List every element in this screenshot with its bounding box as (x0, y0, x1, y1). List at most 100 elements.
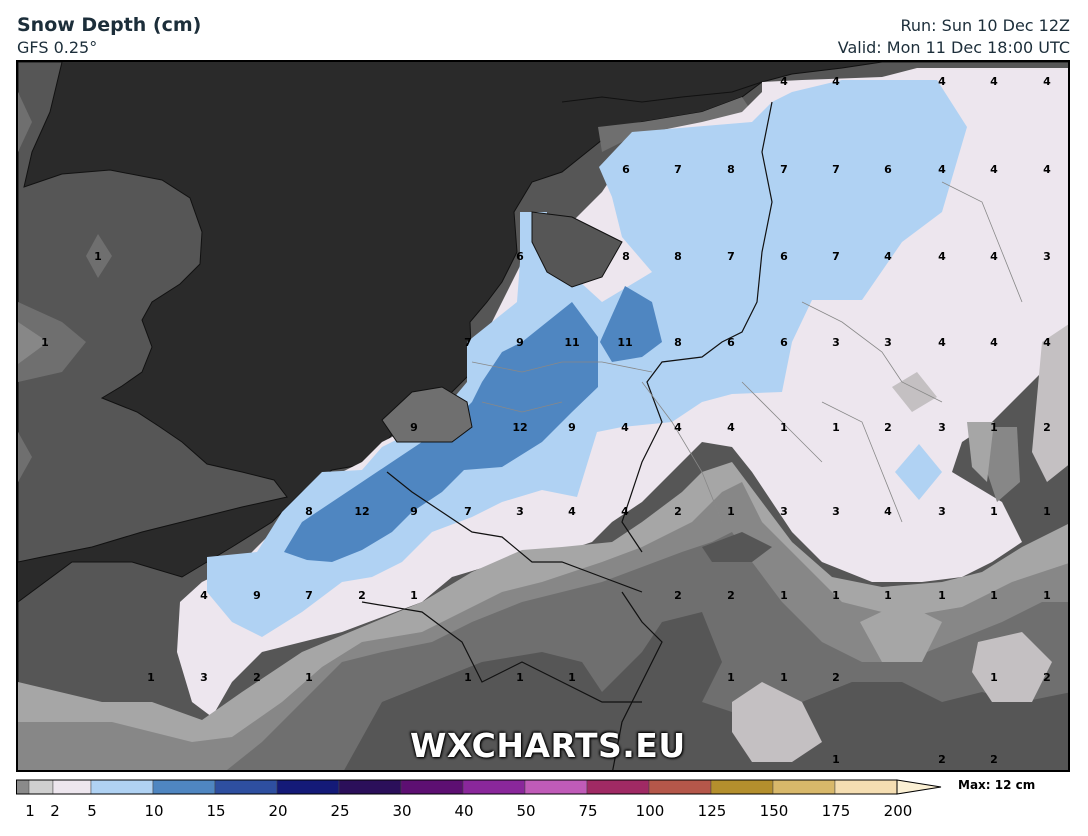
snow-value-label: 8 (305, 505, 313, 518)
grey-patch-dark-3 (967, 422, 994, 482)
colorbar-tick-label: 1 (25, 802, 35, 820)
snow-value-label: 6 (727, 336, 735, 349)
colorbar-tick-label: 15 (206, 802, 226, 820)
valid-time-label: Valid: Mon 11 Dec 18:00 UTC (837, 38, 1070, 57)
colorbar-tick-label: 20 (268, 802, 288, 820)
snow-value-label: 4 (568, 505, 576, 518)
snow-value-label: 4 (938, 163, 946, 176)
snow-value-label: 1 (832, 753, 840, 766)
colorbar-tick-label: 125 (697, 802, 727, 820)
snow-value-label: 4 (727, 421, 735, 434)
snow-value-label: 3 (780, 505, 788, 518)
snow-value-label: 9 (410, 421, 418, 434)
snow-value-label: 4 (938, 75, 946, 88)
snow-value-label: 11 (617, 336, 632, 349)
snow-value-label: 8 (674, 250, 682, 263)
snow-depth-map[interactable]: 4 4 4 4 4 6 7 8 7 7 6 4 4 4 1 6 8 8 7 6 7 4 4 4 3 1 7 9 11 11 8 6 6 3 3 4 4 4… (16, 60, 1070, 772)
snow-value-label: 1 (780, 589, 788, 602)
zeeland-islands (381, 386, 473, 443)
max-value-label: Max: 12 cm (958, 778, 1036, 792)
colorbar-tick-label: 5 (87, 802, 97, 820)
england-grey-band (18, 302, 86, 382)
snow-value-label: 4 (990, 336, 998, 349)
colorbar-tick-label: 200 (883, 802, 913, 820)
snow-value-label: 6 (884, 163, 892, 176)
colorbar-tick-label: 25 (330, 802, 350, 820)
snow-value-label: 4 (621, 505, 629, 518)
colorbar-arrow (896, 779, 942, 795)
snow-value-label: 3 (938, 505, 946, 518)
snow-value-label: 4 (1043, 75, 1051, 88)
snow-value-label: 1 (516, 671, 524, 684)
snow-value-label: 7 (674, 163, 682, 176)
colorbar-segment (400, 779, 464, 795)
england-landmass (18, 62, 288, 563)
snow-value-label: 4 (780, 75, 788, 88)
snow-value-label: 9 (516, 336, 524, 349)
snow-value-label: 1 (1043, 505, 1051, 518)
model-label: GFS 0.25° (17, 38, 98, 57)
border-fr-de (361, 601, 642, 703)
snow-value-label: 1 (990, 421, 998, 434)
snow-value-label: 4 (990, 75, 998, 88)
grey-band-south-4 (344, 612, 1068, 770)
snow-value-label: 1 (147, 671, 155, 684)
snow-value-label: 3 (200, 671, 208, 684)
snow-value-label: 3 (832, 505, 840, 518)
colorbar-tick-label: 150 (759, 802, 789, 820)
colorbar-tick-label: 75 (578, 802, 598, 820)
colorbar-segment (586, 779, 650, 795)
snow-value-label: 1 (832, 421, 840, 434)
rivers (471, 361, 723, 523)
chart-title: Snow Depth (cm) (17, 14, 202, 36)
run-time-label: Run: Sun 10 Dec 12Z (900, 16, 1071, 35)
colorbar-outline (16, 779, 898, 795)
snow-value-label: 2 (1043, 671, 1051, 684)
map-canvas: 4 4 4 4 46 7 8 7 7 6 4 4 41 6 8 8 7 6 7 4 4 4 31 7 9 11 11 8 6 6 3 3 4 4 4… (18, 62, 1068, 770)
snow-value-label: 3 (516, 505, 524, 518)
snow-value-label: 1 (41, 336, 49, 349)
snow-value-label: 1 (94, 250, 102, 263)
snow-value-label: 2 (727, 589, 735, 602)
snow-value-label: 3 (938, 421, 946, 434)
snow-value-label: 2 (358, 589, 366, 602)
snow-value-label: 2 (938, 753, 946, 766)
grey-patch-dark-2 (987, 427, 1020, 502)
ijsselmeer (531, 211, 623, 288)
snow-value-label: 4 (990, 163, 998, 176)
colorbar-segment (710, 779, 774, 795)
colorbar-segment (16, 780, 29, 794)
snow-value-label: 2 (990, 753, 998, 766)
snow-value-label: 8 (674, 336, 682, 349)
snow-value-label: 1 (990, 671, 998, 684)
colorbar-segment (28, 779, 54, 795)
snow-value-label: 8 (622, 250, 630, 263)
snow-value-label: 2 (674, 505, 682, 518)
snow-value-label: 12 (512, 421, 527, 434)
snow-value-label: 4 (884, 505, 892, 518)
snow-value-label: 4 (884, 250, 892, 263)
border-nl-de (621, 101, 773, 553)
england-grey-band-4 (18, 432, 32, 482)
snow-value-label: 1 (410, 589, 418, 602)
snow-value-label: 1 (568, 671, 576, 684)
snow-value-label: 1 (884, 589, 892, 602)
colorbar-segment (214, 779, 278, 795)
snow-value-label: 4 (1043, 163, 1051, 176)
grey-patch-light-3 (860, 602, 942, 662)
snow-value-label: 3 (832, 336, 840, 349)
snow-value-label: 6 (516, 250, 524, 263)
snow-value-label: 12 (354, 505, 369, 518)
snow-value-label: 4 (938, 336, 946, 349)
snow-value-label: 1 (1043, 589, 1051, 602)
colorbar-tick-label: 10 (144, 802, 164, 820)
border-be-fr (386, 471, 643, 593)
snow-value-label: 7 (464, 336, 472, 349)
snow-value-label: 4 (938, 250, 946, 263)
snow-value-label: 1 (832, 589, 840, 602)
snow-value-label: 7 (780, 163, 788, 176)
dutch-coast-strip (598, 97, 752, 152)
snow-value-label: 1 (780, 671, 788, 684)
colorbar-tick-label: 40 (454, 802, 474, 820)
colorbar-segment (648, 779, 712, 795)
